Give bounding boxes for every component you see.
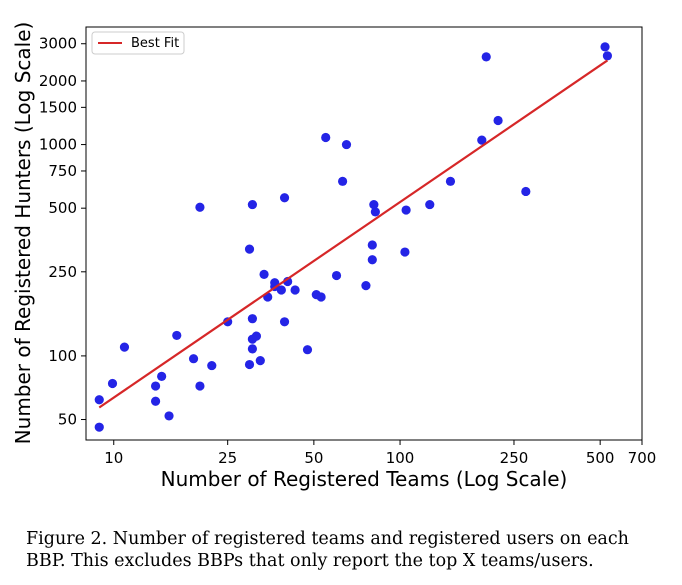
- x-tick-label: 250: [500, 449, 529, 467]
- data-point: [195, 381, 205, 391]
- x-tick-label: 25: [218, 449, 237, 467]
- legend-label-best-fit: Best Fit: [131, 36, 179, 51]
- data-point: [370, 207, 380, 217]
- data-point: [119, 342, 130, 352]
- y-tick-label: 1500: [39, 98, 77, 116]
- data-point: [247, 314, 258, 324]
- data-point: [195, 202, 205, 212]
- x-tick-label: 700: [628, 449, 657, 467]
- data-point: [400, 247, 410, 257]
- data-point: [290, 285, 300, 295]
- best-fit-line-group: [98, 59, 609, 409]
- figure-caption: Figure 2. Number of registered teams and…: [26, 529, 629, 571]
- data-point: [172, 330, 182, 341]
- data-point: [367, 255, 377, 265]
- data-point: [331, 270, 342, 281]
- data-point: [401, 205, 411, 215]
- y-axis-label: Number of Registered Hunters (Log Scale): [11, 22, 35, 445]
- data-point: [276, 285, 286, 295]
- data-point: [107, 378, 118, 389]
- data-point: [251, 331, 262, 341]
- data-point: [247, 199, 258, 210]
- x-tick-label: 50: [304, 449, 323, 467]
- data-point: [600, 42, 610, 52]
- data-point: [481, 52, 491, 62]
- y-tick-label: 100: [48, 347, 77, 365]
- data-point: [367, 240, 377, 250]
- data-point: [244, 244, 255, 254]
- data-point: [279, 317, 290, 327]
- data-point: [150, 396, 161, 406]
- data-point: [244, 359, 255, 370]
- data-point: [521, 186, 531, 197]
- data-points: [94, 42, 613, 432]
- legend: Best Fit: [91, 31, 185, 55]
- data-point: [150, 381, 161, 391]
- data-point: [94, 422, 104, 432]
- data-point: [477, 135, 487, 145]
- data-point: [94, 395, 104, 405]
- y-tick-label: 2000: [39, 72, 77, 90]
- data-point: [341, 139, 352, 150]
- x-tick-label: 10: [104, 449, 123, 467]
- data-point: [255, 356, 265, 366]
- y-tick-label: 250: [48, 263, 77, 281]
- data-point: [302, 345, 313, 355]
- x-axis-label: Number of Registered Teams (Log Scale): [161, 467, 568, 491]
- data-point: [337, 176, 348, 186]
- x-tick-label: 500: [586, 449, 615, 467]
- y-tick-label: 750: [48, 162, 77, 180]
- y-tick-label: 1000: [39, 136, 77, 154]
- plot-frame: [85, 26, 643, 441]
- data-point: [445, 176, 456, 186]
- data-point: [361, 281, 371, 291]
- data-point: [321, 132, 331, 143]
- data-point: [369, 199, 379, 210]
- data-point: [316, 292, 326, 302]
- scatter-chart: 10 25 50 100 250 500 700 50 100 250 500 750 1000 1500…: [11, 22, 657, 491]
- data-point: [157, 371, 167, 381]
- y-tick-label: 500: [48, 199, 77, 217]
- data-point: [247, 344, 258, 354]
- data-point: [493, 115, 503, 126]
- data-point: [207, 360, 217, 371]
- data-point: [602, 51, 613, 61]
- data-point: [164, 411, 174, 421]
- data-point: [425, 199, 435, 210]
- data-point: [259, 269, 269, 280]
- y-tick-label: 3000: [39, 35, 77, 53]
- axis-ticks: 10 25 50 100 250 500 700 50 100 250 500 750 1000 1500…: [39, 35, 657, 467]
- best-fit-line: [98, 59, 609, 409]
- legend-box: [91, 31, 185, 55]
- y-tick-label: 50: [58, 411, 77, 429]
- data-point: [188, 354, 199, 364]
- x-tick-label: 100: [386, 449, 415, 467]
- data-point: [279, 193, 290, 203]
